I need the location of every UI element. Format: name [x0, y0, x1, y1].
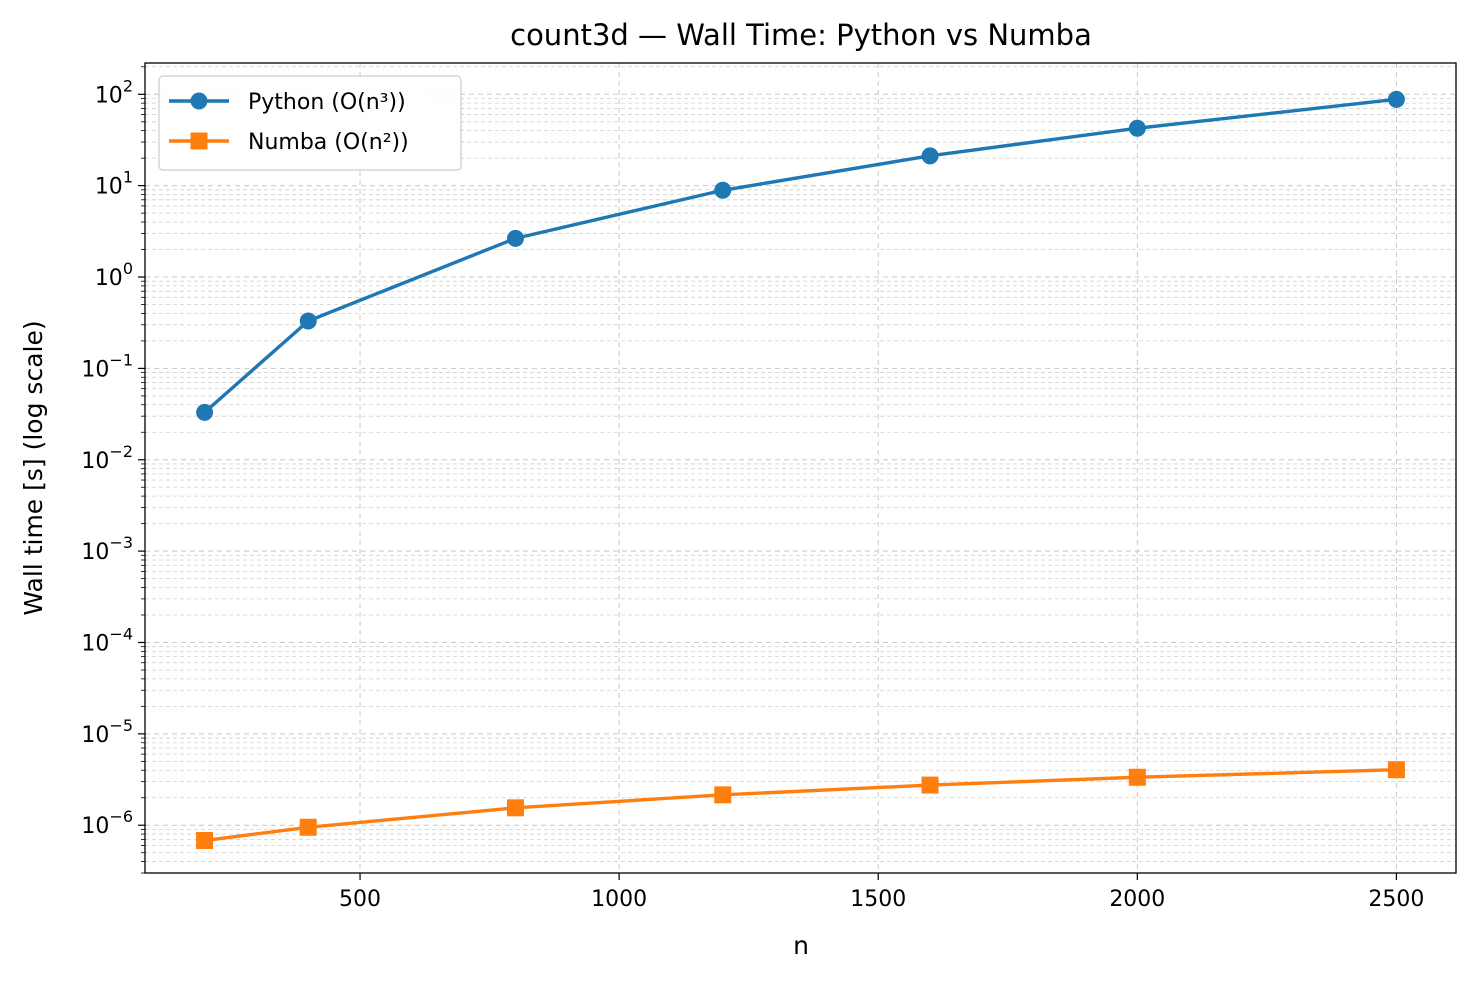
series-0 [196, 90, 1405, 421]
data-point-circle [1387, 90, 1405, 108]
data-point-square [1128, 768, 1146, 786]
data-point-circle [921, 147, 939, 165]
x-axis: 500 1000 1500 2000 2500 [339, 873, 1424, 912]
data-point-circle [299, 312, 317, 330]
y-tick-label: 100 [95, 259, 133, 291]
data-point-square [714, 786, 732, 804]
data-point-circle [507, 229, 524, 247]
data-point-circle [714, 181, 732, 199]
legend-box [158, 75, 462, 171]
data-point-square [507, 799, 524, 817]
legend-label: Numba (O(n²)) [248, 130, 409, 155]
legend-entry: Numba (O(n²)) [169, 130, 409, 155]
series-1 [196, 761, 1405, 850]
x-tick-label: 1000 [591, 887, 647, 912]
data-point-square [299, 818, 317, 836]
legend-marker-circle [190, 92, 208, 110]
grid [145, 63, 1456, 874]
data-point-square [1387, 761, 1405, 779]
y-tick-label: 10−1 [81, 350, 133, 382]
data-point-circle [196, 403, 214, 421]
data-point-square [921, 776, 939, 794]
y-tick-label: 102 [95, 76, 133, 108]
x-tick-label: 1500 [850, 887, 906, 912]
y-tick-label: 10−5 [81, 716, 133, 748]
x-tick-label: 2500 [1368, 887, 1424, 912]
x-tick-label: 500 [339, 887, 381, 912]
y-axis: 10−6 10−5 10−4 10−3 10−2 10−1 100 101 102 [81, 66, 145, 874]
chart-title: count3d — Wall Time: Python vs Numba [510, 18, 1092, 52]
plot-area-frame [144, 62, 1457, 874]
series-layer [196, 90, 1405, 850]
y-tick-label: 10−6 [81, 807, 133, 839]
data-point-square [196, 832, 214, 850]
x-tick-label: 2000 [1109, 887, 1165, 912]
y-tick-label: 101 [95, 168, 133, 200]
legend-label: Python (O(n³)) [248, 90, 406, 115]
legend: Python (O(n³)) Numba (O(n²)) [158, 75, 462, 171]
y-tick-label: 10−3 [81, 533, 133, 565]
y-tick-label: 10−2 [81, 442, 133, 474]
data-point-circle [1128, 119, 1146, 137]
y-axis-label: Wall time [s] (log scale) [19, 320, 48, 615]
legend-entry: Python (O(n³)) [169, 90, 406, 115]
legend-marker-square [190, 132, 208, 150]
x-axis-label: n [793, 931, 809, 960]
y-tick-label: 10−4 [81, 624, 133, 656]
